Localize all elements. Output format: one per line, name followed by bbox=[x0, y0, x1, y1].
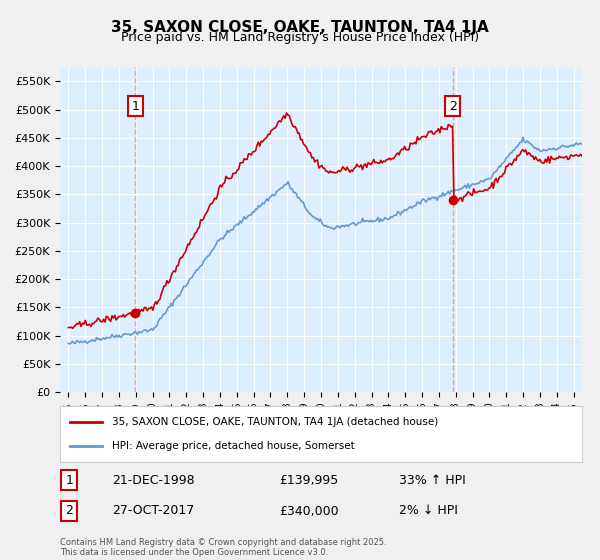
Text: 2: 2 bbox=[449, 100, 457, 113]
Text: 2% ↓ HPI: 2% ↓ HPI bbox=[400, 505, 458, 517]
Text: 33% ↑ HPI: 33% ↑ HPI bbox=[400, 474, 466, 487]
Text: 2: 2 bbox=[65, 505, 73, 517]
Text: £139,995: £139,995 bbox=[279, 474, 338, 487]
Text: HPI: Average price, detached house, Somerset: HPI: Average price, detached house, Some… bbox=[112, 441, 355, 451]
Text: 35, SAXON CLOSE, OAKE, TAUNTON, TA4 1JA: 35, SAXON CLOSE, OAKE, TAUNTON, TA4 1JA bbox=[111, 20, 489, 35]
Text: Price paid vs. HM Land Registry's House Price Index (HPI): Price paid vs. HM Land Registry's House … bbox=[121, 31, 479, 44]
Text: Contains HM Land Registry data © Crown copyright and database right 2025.
This d: Contains HM Land Registry data © Crown c… bbox=[60, 538, 386, 557]
Text: 21-DEC-1998: 21-DEC-1998 bbox=[112, 474, 195, 487]
Text: 1: 1 bbox=[131, 100, 139, 113]
Text: £340,000: £340,000 bbox=[279, 505, 339, 517]
Text: 35, SAXON CLOSE, OAKE, TAUNTON, TA4 1JA (detached house): 35, SAXON CLOSE, OAKE, TAUNTON, TA4 1JA … bbox=[112, 417, 439, 427]
Text: 27-OCT-2017: 27-OCT-2017 bbox=[112, 505, 194, 517]
Text: 1: 1 bbox=[65, 474, 73, 487]
